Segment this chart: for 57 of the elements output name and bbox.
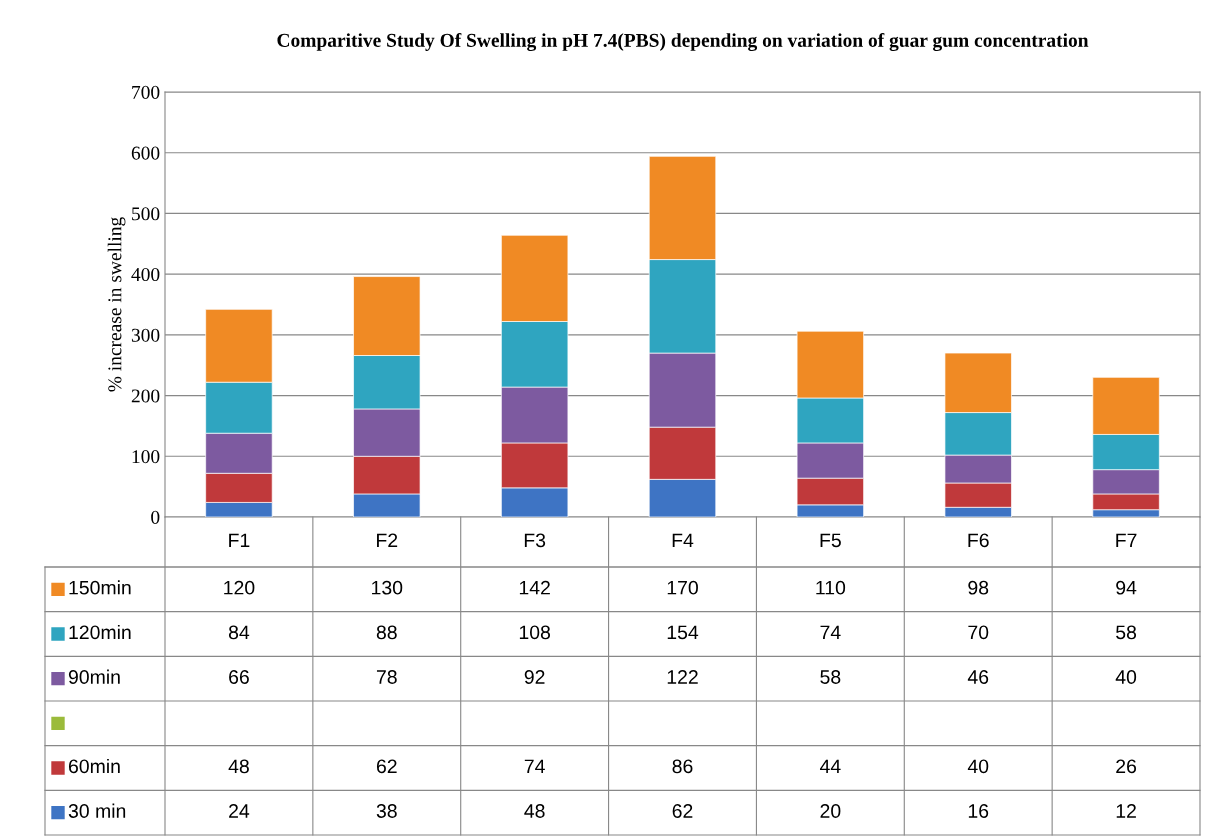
- x-tick-label: F6: [968, 533, 989, 548]
- data-label: 20: [820, 804, 841, 818]
- data-label: 86: [672, 759, 693, 774]
- y-tick-label: 700: [132, 85, 160, 99]
- data-label: 46: [967, 670, 989, 684]
- data-label: 40: [967, 759, 989, 774]
- data-label: 44: [819, 759, 841, 774]
- data-label: 48: [228, 759, 249, 774]
- y-tick-label: 600: [131, 146, 160, 160]
- x-tick-label: F4: [672, 533, 694, 548]
- x-tick-label: F1: [229, 533, 250, 548]
- data-label: 16: [968, 804, 989, 818]
- legend-label: 90min: [68, 669, 120, 684]
- data-label: 154: [667, 625, 699, 640]
- x-tick-label: F2: [377, 533, 398, 548]
- data-label: 58: [820, 670, 841, 684]
- y-tick-label: 500: [132, 207, 160, 221]
- data-label: 84: [228, 625, 250, 640]
- data-label: 108: [519, 625, 551, 640]
- data-label: 94: [1116, 580, 1137, 595]
- data-label: 74: [820, 625, 841, 640]
- data-label: 88: [376, 625, 397, 640]
- legend-label: 150min: [69, 580, 131, 595]
- data-label: 130: [372, 580, 403, 595]
- y-tick-label: 300: [131, 328, 160, 342]
- data-label: 38: [376, 804, 397, 818]
- legend-label: 30 min: [68, 803, 126, 818]
- data-label: 40: [1115, 670, 1137, 684]
- data-label: 58: [1116, 625, 1137, 640]
- y-tick-label: 200: [131, 389, 160, 403]
- data-label: 142: [519, 580, 550, 595]
- data-label: 62: [376, 759, 397, 774]
- data-label: 170: [667, 580, 698, 595]
- data-label: 122: [667, 670, 698, 684]
- x-tick-label: F3: [524, 533, 546, 548]
- data-label: 48: [524, 804, 545, 818]
- data-label: 78: [376, 670, 397, 684]
- data-label: 110: [816, 580, 846, 595]
- data-label: 74: [524, 759, 545, 774]
- y-tick-label: 0: [151, 510, 160, 524]
- data-label: 26: [1116, 759, 1137, 774]
- legend-label: 60min: [68, 758, 120, 774]
- y-axis-title: % increase in swelling: [107, 217, 126, 392]
- data-label: 120: [224, 580, 255, 595]
- x-tick-label: F7: [1116, 533, 1137, 548]
- legend-label: 120min: [69, 624, 131, 640]
- data-label: 70: [968, 625, 989, 640]
- y-tick-label: 100: [132, 450, 160, 464]
- chart-title: Comparitive Study Of Swelling in pH 7.4(PBS) depending on variation of guar gum concentration: [277, 33, 1089, 51]
- y-tick-label: 400: [131, 267, 160, 282]
- data-label: 66: [229, 670, 249, 684]
- data-label: 62: [672, 804, 693, 818]
- data-label: 12: [1116, 804, 1136, 818]
- data-label: 98: [968, 580, 989, 595]
- x-tick-label: F5: [820, 533, 841, 548]
- data-label: 92: [524, 670, 545, 684]
- data-label: 24: [229, 804, 250, 818]
